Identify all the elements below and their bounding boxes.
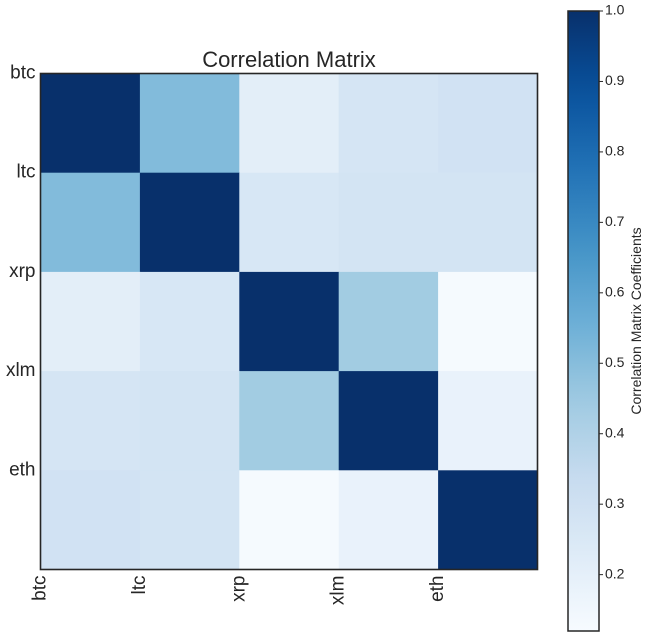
colorbar-label: Correlation Matrix Coefficients [628, 227, 644, 414]
y-tick-label-xrp: xrp [9, 261, 35, 282]
colorbar-tick-label: 0.4 [605, 424, 625, 440]
heatmap-cell-eth-ltc [139, 470, 240, 570]
heatmap-cell-eth-btc [40, 470, 141, 570]
heatmap-cell-xrp-ltc [139, 271, 240, 372]
colorbar-tick-labels: 0.2 0.3 0.4 0.5 0.6 0.7 0.8 0.9 1.0 [599, 2, 625, 581]
heatmap-cell-ltc-xrp [239, 172, 340, 273]
heatmap-cell-btc-xlm [338, 73, 439, 174]
y-tick-label-btc: btc [10, 63, 35, 84]
heatmap-cell-xrp-eth [438, 271, 538, 372]
heatmap-cell-eth-eth [438, 470, 538, 570]
colorbar [567, 10, 600, 632]
heatmap-cells [40, 73, 538, 570]
colorbar-tick-label: 0.6 [605, 284, 625, 300]
x-tick-label-xrp: xrp [228, 576, 249, 602]
heatmap-cell-btc-eth [438, 73, 538, 174]
y-tick-label-xlm: xlm [6, 360, 36, 381]
heatmap-cell-xlm-btc [40, 371, 141, 471]
x-tick-label-xlm: xlm [328, 576, 349, 606]
y-tick-label-ltc: ltc [17, 162, 36, 183]
plot-frame [39, 72, 539, 571]
heatmap-cell-btc-ltc [139, 73, 240, 174]
heatmap-cell-xrp-xlm [338, 271, 439, 372]
x-tick-label-ltc: ltc [129, 576, 150, 595]
x-tick-label-btc: btc [30, 576, 51, 601]
chart-title: Correlation Matrix [202, 47, 376, 72]
heatmap-cell-ltc-ltc [139, 172, 240, 273]
x-tick-labels: btc ltc xrp xlm eth [30, 576, 449, 606]
colorbar-tick-label: 0.9 [605, 72, 625, 88]
heatmap-cell-ltc-xlm [338, 172, 439, 273]
heatmap-cell-xrp-btc [40, 271, 141, 372]
heatmap-cell-ltc-btc [40, 172, 141, 273]
heatmap-cell-btc-xrp [239, 73, 340, 174]
colorbar-tick-label: 0.5 [605, 354, 625, 370]
colorbar-tick-label: 0.8 [605, 143, 625, 159]
heatmap-cell-ltc-eth [438, 172, 538, 273]
heatmap-cell-btc-btc [40, 73, 141, 174]
colorbar-tick-label: 0.2 [605, 565, 625, 581]
heatmap-cell-eth-xlm [338, 470, 439, 570]
heatmap-cell-xrp-xrp [239, 271, 340, 372]
heatmap-cell-xlm-eth [438, 371, 538, 471]
colorbar-tick-label: 1.0 [605, 2, 625, 18]
heatmap-cell-xlm-xlm [338, 371, 439, 471]
heatmap-cell-eth-xrp [239, 470, 340, 570]
colorbar-tick-label: 0.3 [605, 495, 625, 511]
y-tick-labels: btc ltc xrp xlm eth [6, 63, 36, 481]
heatmap-cell-xlm-xrp [239, 371, 340, 471]
x-tick-label-eth: eth [427, 576, 448, 602]
colorbar-tick-label: 0.7 [605, 213, 625, 229]
y-tick-label-eth: eth [9, 459, 35, 480]
heatmap-cell-xlm-ltc [139, 371, 240, 471]
